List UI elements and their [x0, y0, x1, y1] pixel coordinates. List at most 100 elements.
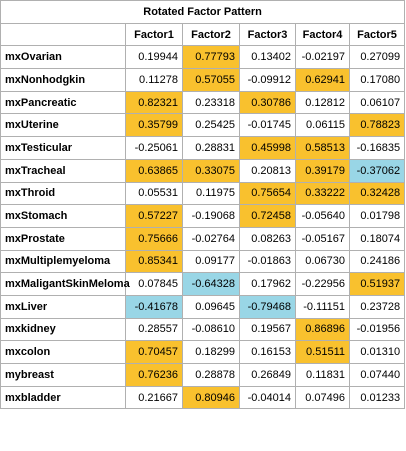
rotated-factor-pattern-table: Rotated Factor Pattern Factor1 Factor2 F… — [0, 0, 406, 410]
table-cell: -0.08610 — [182, 317, 240, 342]
table-cell: 0.33075 — [182, 158, 240, 183]
table-cell: 0.01798 — [348, 204, 406, 228]
table-cell: 0.16153 — [239, 340, 296, 364]
row-header: mxMultiplemyeloma — [0, 249, 126, 274]
table-row: mxStomach 0.57227 -0.19068 0.72458 -0.05640 0… — [0, 204, 406, 228]
table-cell: 0.80946 — [182, 385, 240, 410]
table-cell: -0.02197 — [295, 45, 350, 70]
row-header: mxkidney — [0, 317, 126, 342]
table-row: mxPancreatic 0.82321 0.23318 0.30786 0.12812… — [0, 90, 406, 115]
row-header: mxTracheal — [0, 158, 126, 183]
table-cell: -0.22956 — [295, 272, 350, 296]
row-header: mxStomach — [0, 204, 126, 228]
table-cell: 0.11831 — [295, 363, 350, 387]
table-cell: 0.85341 — [125, 249, 183, 274]
table-cell: 0.32428 — [348, 181, 406, 206]
table-cell: 0.51511 — [295, 340, 350, 364]
table-cell: 0.51937 — [348, 272, 406, 296]
table-cell: -0.09912 — [239, 68, 296, 92]
column-header-factor3: Factor3 — [239, 22, 296, 47]
table-cell: 0.09645 — [182, 294, 240, 319]
row-header: mxProstate — [0, 226, 126, 251]
row-header: mxNonhodgkin — [0, 68, 126, 92]
table-row: mybreast 0.76236 0.28878 0.26849 0.11831 0.07… — [0, 363, 406, 387]
table-row: mxLiver -0.41678 0.09645 -0.79468 -0.11151 0.… — [0, 294, 406, 319]
table-cell: 0.21667 — [125, 385, 183, 410]
table-cell: 0.26849 — [239, 363, 296, 387]
table-cell: 0.06730 — [295, 249, 350, 274]
table-cell: -0.25061 — [125, 136, 183, 160]
table-cell: 0.13402 — [239, 45, 296, 70]
table-row: mxcolon 0.70457 0.18299 0.16153 0.51511 0.013… — [0, 340, 406, 364]
table-cell: 0.77793 — [182, 45, 240, 70]
column-header-row: Factor1 Factor2 Factor3 Factor4 Factor5 — [0, 22, 406, 47]
table-cell: 0.11278 — [125, 68, 183, 92]
table-cell: 0.18299 — [182, 340, 240, 364]
table-cell: 0.75666 — [125, 226, 183, 251]
table-cell: -0.05167 — [295, 226, 350, 251]
table-cell: 0.06107 — [348, 90, 406, 115]
column-header-factor4: Factor4 — [295, 22, 350, 47]
table-cell: 0.58513 — [295, 136, 350, 160]
corner-cell — [0, 22, 126, 47]
row-header: mxPancreatic — [0, 90, 126, 115]
table-cell: -0.01745 — [239, 113, 296, 138]
table-cell: 0.17962 — [239, 272, 296, 296]
table-cell: 0.30786 — [239, 90, 296, 115]
table-cell: -0.05640 — [295, 204, 350, 228]
table-cell: 0.33222 — [295, 181, 350, 206]
table-cell: -0.41678 — [125, 294, 183, 319]
table-cell: -0.02764 — [182, 226, 240, 251]
row-header: mybreast — [0, 363, 126, 387]
table-row: mxNonhodgkin 0.11278 0.57055 -0.09912 0.6294… — [0, 68, 406, 92]
table-cell: 0.25425 — [182, 113, 240, 138]
table-cell: 0.09177 — [182, 249, 240, 274]
table-cell: -0.04014 — [239, 385, 296, 410]
table-cell: 0.27099 — [348, 45, 406, 70]
table-cell: -0.16835 — [348, 136, 406, 160]
table-cell: -0.79468 — [239, 294, 296, 319]
table-cell: -0.37062 — [348, 158, 406, 183]
table-cell: 0.11975 — [182, 181, 240, 206]
table-cell: 0.08263 — [239, 226, 296, 251]
row-header: mxLiver — [0, 294, 126, 319]
table-cell: 0.23728 — [348, 294, 406, 319]
table-cell: -0.01956 — [348, 317, 406, 342]
table-cell: 0.19567 — [239, 317, 296, 342]
row-header: mxcolon — [0, 340, 126, 364]
table-cell: -0.01863 — [239, 249, 296, 274]
table-cell: 0.86896 — [295, 317, 350, 342]
table-cell: 0.06115 — [295, 113, 350, 138]
table-cell: 0.07845 — [125, 272, 183, 296]
table-cell: 0.75654 — [239, 181, 296, 206]
table-row: mxProstate 0.75666 -0.02764 0.08263 -0.05167… — [0, 226, 406, 251]
table-cell: 0.28831 — [182, 136, 240, 160]
table-cell: 0.01310 — [348, 340, 406, 364]
table-cell: 0.39179 — [295, 158, 350, 183]
table-cell: 0.78823 — [348, 113, 406, 138]
table-row: mxThroid 0.05531 0.11975 0.75654 0.33222 0.32… — [0, 181, 406, 206]
table-row: mxbladder 0.21667 0.80946 -0.04014 0.07496 0.… — [0, 385, 406, 410]
table-cell: 0.07496 — [295, 385, 350, 410]
table-cell: 0.28878 — [182, 363, 240, 387]
table-cell: 0.17080 — [348, 68, 406, 92]
table-row: mxTracheal 0.63865 0.33075 0.20813 0.39179 -0… — [0, 158, 406, 183]
table-cell: 0.24186 — [348, 249, 406, 274]
table-cell: 0.70457 — [125, 340, 183, 364]
table-row: mxTesticular -0.25061 0.28831 0.45998 0.5851… — [0, 136, 406, 160]
table-cell: -0.11151 — [295, 294, 350, 319]
table-cell: 0.20813 — [239, 158, 296, 183]
row-header: mxUterine — [0, 113, 126, 138]
table-cell: 0.72458 — [239, 204, 296, 228]
table-row: mxMultiplemyeloma 0.85341 0.09177 -0.01863 0… — [0, 249, 406, 274]
table-cell: 0.82321 — [125, 90, 183, 115]
table-cell: 0.62941 — [295, 68, 350, 92]
table-cell: 0.63865 — [125, 158, 183, 183]
table-row: mxUterine 0.35799 0.25425 -0.01745 0.06115 0.… — [0, 113, 406, 138]
table-cell: -0.64328 — [182, 272, 240, 296]
table-cell: -0.19068 — [182, 204, 240, 228]
table-row: mxkidney 0.28557 -0.08610 0.19567 0.86896 -0.… — [0, 317, 406, 342]
table-cell: 0.18074 — [348, 226, 406, 251]
table-cell: 0.23318 — [182, 90, 240, 115]
table-row: mxOvarian 0.19944 0.77793 0.13402 -0.02197 0.… — [0, 45, 406, 70]
